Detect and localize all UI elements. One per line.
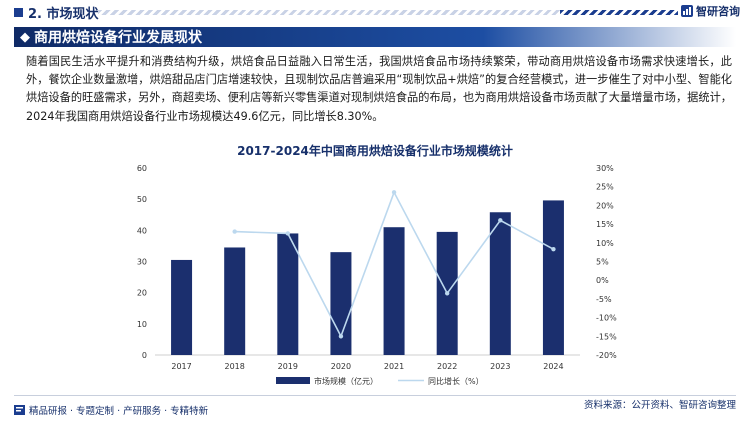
x-tick-label: 2020 xyxy=(331,362,351,371)
header-stripe-dark xyxy=(560,10,678,15)
x-tick-label: 2023 xyxy=(490,362,510,371)
x-tick-label: 2021 xyxy=(384,362,404,371)
bar xyxy=(277,233,299,355)
x-tick-label: 2022 xyxy=(437,362,457,371)
source-note: 资料来源：公开资料、智研咨询整理 xyxy=(583,400,736,411)
x-tick-label: 2017 xyxy=(171,362,191,371)
logo-text: 智研咨询 xyxy=(696,5,740,18)
footer-services: 精品研报 · 专题定制 · 产研服务 · 专精特新 xyxy=(14,403,208,417)
footer-services-text: 精品研报 · 专题定制 · 产研服务 · 专精特新 xyxy=(29,406,209,417)
legend-label-line: 同比增长（%） xyxy=(428,376,484,386)
chart-title: 2017-2024年中国商用烘焙设备行业市场规模统计 xyxy=(237,144,513,158)
report-icon xyxy=(14,405,25,415)
growth-point xyxy=(391,190,397,195)
growth-point xyxy=(444,291,450,296)
y-right-tick-label: -20% xyxy=(596,351,617,360)
y-right-tick-label: -15% xyxy=(596,332,617,341)
top-bar: 2. 市场现状 智研咨询 xyxy=(0,0,750,26)
header-stripe xyxy=(98,10,678,15)
y-right-tick-label: 25% xyxy=(596,183,614,192)
growth-point xyxy=(232,229,237,234)
body-paragraph: 随着国民生活水平提升和消费结构升级，烘焙食品日益融入日常生活，我国烘焙食品市场持… xyxy=(26,55,732,123)
legend-label-bars: 市场规模（亿元） xyxy=(314,376,378,386)
bar xyxy=(383,227,405,355)
legend-swatch-bars xyxy=(276,377,310,384)
bar xyxy=(330,252,352,355)
x-tick-label: 2019 xyxy=(278,362,298,371)
section-label: 2. 市场现状 xyxy=(14,3,99,22)
brand-logo: 智研咨询 xyxy=(681,3,740,19)
bar xyxy=(171,259,193,355)
market-size-chart: 0 10 20 30 40 50 60 -20% -15% -10% -5% 0% 5% 10% 15% 20… xyxy=(137,164,617,386)
y-right-tick-label: 20% xyxy=(596,201,614,210)
y-right-tick-label: -5% xyxy=(596,295,612,304)
bar xyxy=(224,247,246,355)
y-right-tick-label: 30% xyxy=(596,164,614,173)
x-tick-label: 2024 xyxy=(543,362,563,371)
y-right-tick-label: 15% xyxy=(596,220,614,229)
logo-mark-icon xyxy=(681,5,693,17)
growth-point xyxy=(285,231,291,236)
y-right-tick-label: 0% xyxy=(596,276,609,285)
y-right-tick-label: -10% xyxy=(596,314,617,323)
y-left-tick-label: 40 xyxy=(137,226,147,235)
y-left-tick-label: 10 xyxy=(137,320,147,329)
y-right-tick-label: 5% xyxy=(596,258,609,267)
x-tick-label: 2018 xyxy=(225,362,245,371)
footer-divider xyxy=(14,395,736,396)
y-left-tick-label: 30 xyxy=(137,258,147,267)
y-left-tick-label: 50 xyxy=(137,195,147,204)
growth-point xyxy=(498,218,503,223)
y-left-tick-label: 60 xyxy=(137,164,147,173)
y-left-tick-label: 20 xyxy=(137,289,147,298)
page-title: 商用烘焙设备行业发展现状 xyxy=(34,30,202,46)
growth-point xyxy=(551,246,556,252)
diamond-icon: ◆ xyxy=(20,29,30,45)
y-right-tick-label: 10% xyxy=(596,239,614,248)
square-bullet-icon xyxy=(14,8,23,17)
bar xyxy=(542,200,564,355)
title-banner: ◆ 商用烘焙设备行业发展现状 xyxy=(14,27,736,47)
bar xyxy=(489,212,511,355)
section-label-text: 2. 市场现状 xyxy=(28,7,99,22)
y-left-tick-label: 0 xyxy=(142,351,147,360)
growth-point xyxy=(338,334,344,339)
